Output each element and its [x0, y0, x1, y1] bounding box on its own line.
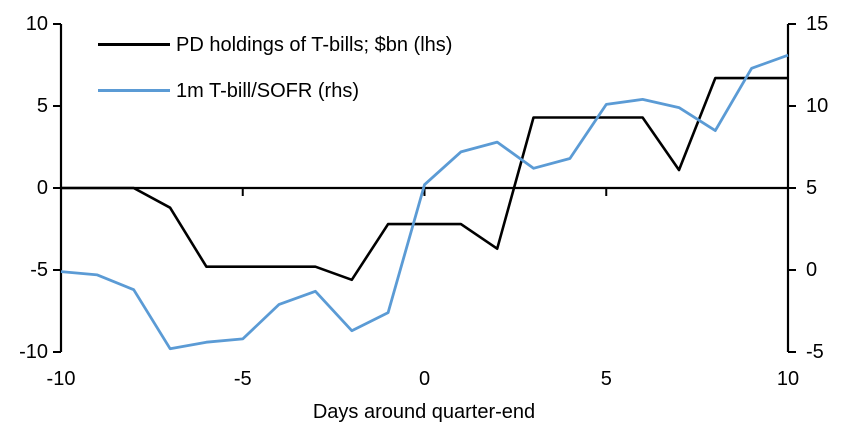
right-axis-tick-label: 10 — [806, 95, 829, 117]
series-line-pd-holdings — [61, 76, 788, 282]
x-axis-title: Days around quarter-end — [312, 401, 536, 423]
legend-line-sample-black — [98, 43, 170, 46]
x-axis-tick-label: 10 — [776, 368, 800, 390]
x-axis-tick-label: -5 — [233, 368, 252, 390]
series-line-tbill-sofr — [60, 53, 789, 351]
right-axis-tick-label: 15 — [806, 13, 829, 35]
left-axis-tick-label: -5 — [30, 259, 48, 281]
x-axis-tick-label: 5 — [600, 368, 612, 390]
x-axis-tick-label: 0 — [418, 368, 431, 390]
legend-line-sample-blue — [98, 89, 170, 92]
left-axis-tick-label: -10 — [19, 341, 48, 363]
right-axis-tick-label: 5 — [806, 177, 818, 199]
left-axis-tick-label: 5 — [36, 95, 48, 117]
legend-label: PD holdings of T-bills; $bn (lhs) — [176, 34, 453, 56]
left-axis-tick-label: 0 — [36, 177, 48, 199]
legend-label: 1m T-bill/SOFR (rhs) — [176, 80, 359, 102]
x-axis-tick-label: -10 — [46, 368, 76, 390]
right-axis-tick-label: -5 — [806, 341, 824, 363]
right-axis-tick-label: 0 — [806, 259, 818, 281]
left-axis-tick-label: 10 — [25, 13, 48, 35]
